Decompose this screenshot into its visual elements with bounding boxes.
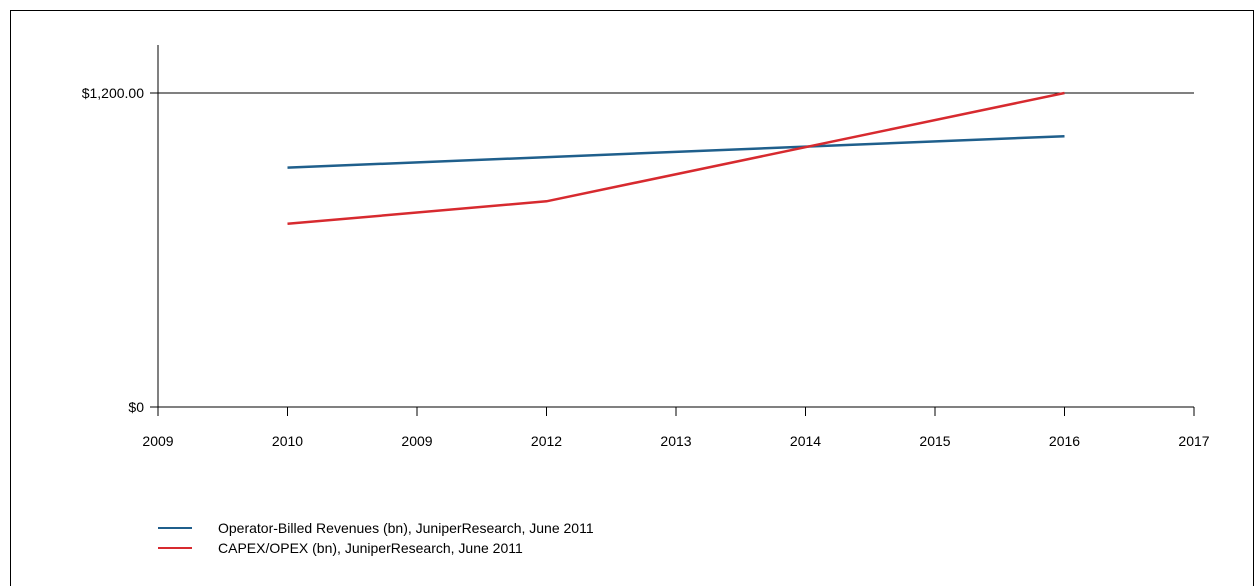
legend-swatch-revenues <box>158 527 192 529</box>
series-line-0 <box>287 134 1065 169</box>
series-layer <box>287 91 1065 226</box>
x-tick-label: 2017 <box>1178 433 1209 449</box>
tick-label-layer: $0 $1,200.00 2009 2010 2009 2012 2013 2014 2015 2… <box>82 85 1210 449</box>
x-tick-label: 2013 <box>660 433 691 449</box>
x-tick-label: 2014 <box>790 433 821 449</box>
legend-item-revenues: Operator-Billed Revenues (bn), JuniperRe… <box>158 518 594 538</box>
legend: Operator-Billed Revenues (bn), JuniperRe… <box>158 518 594 558</box>
legend-label-revenues: Operator-Billed Revenues (bn), JuniperRe… <box>218 520 594 536</box>
legend-swatch-capex-opex <box>158 547 192 549</box>
x-tick-label: 2015 <box>919 433 950 449</box>
x-tick-label: 2010 <box>272 433 303 449</box>
x-tick-label: 2009 <box>142 433 173 449</box>
legend-item-capex-opex: CAPEX/OPEX (bn), JuniperResearch, June 2… <box>158 538 594 558</box>
x-tick-label: 2009 <box>401 433 432 449</box>
y-tick-label: $1,200.00 <box>82 85 144 101</box>
series-line-1 <box>287 91 1065 226</box>
x-tick-label: 2012 <box>531 433 562 449</box>
y-tick-label: $0 <box>128 399 144 415</box>
legend-label-capex-opex: CAPEX/OPEX (bn), JuniperResearch, June 2… <box>218 540 523 556</box>
chart-frame <box>10 10 1254 586</box>
axis-layer <box>150 45 1195 416</box>
x-tick-label: 2016 <box>1049 433 1080 449</box>
